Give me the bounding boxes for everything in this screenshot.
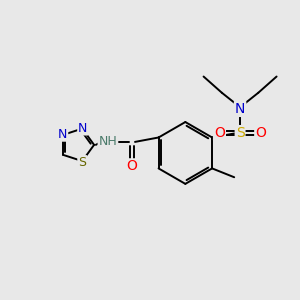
Text: NH: NH [98, 135, 117, 148]
Text: O: O [214, 126, 225, 140]
Text: N: N [235, 102, 245, 116]
Text: S: S [78, 156, 86, 169]
Text: O: O [255, 126, 266, 140]
Text: O: O [127, 159, 137, 173]
Text: S: S [236, 126, 244, 140]
Text: N: N [78, 122, 88, 134]
Text: N: N [58, 128, 67, 141]
